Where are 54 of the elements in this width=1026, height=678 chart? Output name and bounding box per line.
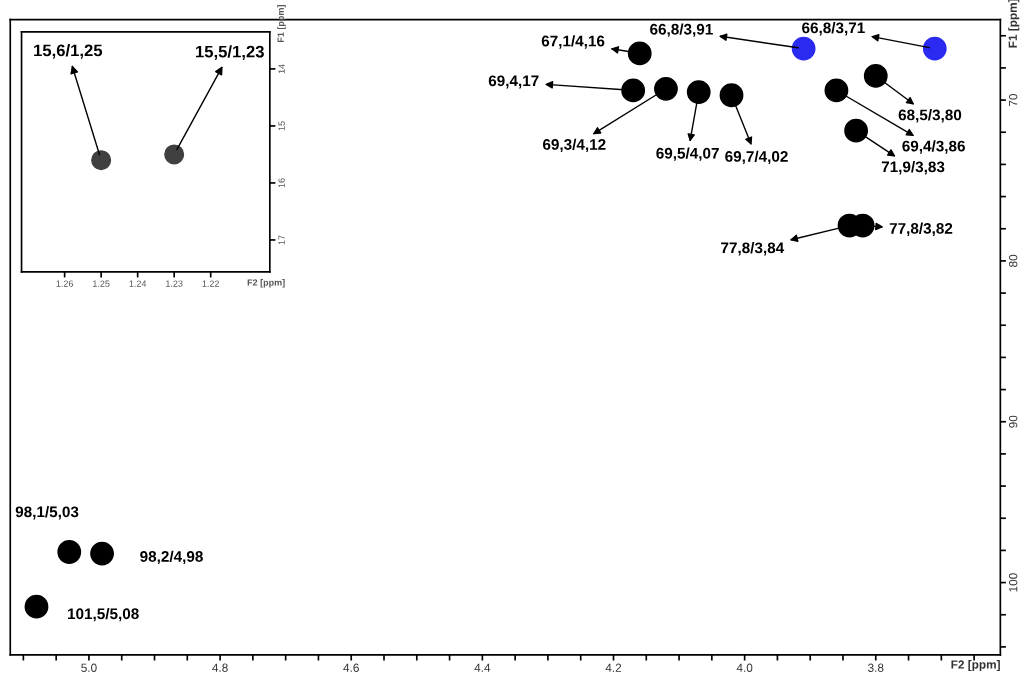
data-label: 69,7/4,02 — [725, 150, 788, 165]
point — [922, 36, 947, 61]
point — [654, 76, 678, 101]
data-label: 69,3/4,12 — [542, 138, 606, 153]
point — [686, 80, 711, 104]
point — [844, 118, 868, 143]
data-label: 15,5/1,23 — [196, 45, 264, 60]
x-tick-label: 4.0 — [736, 663, 753, 672]
y-tick-label: 100 — [1009, 573, 1018, 592]
point — [719, 83, 744, 108]
data-label: 71,9/3,83 — [881, 161, 945, 175]
y-axis-title: F1 [ppm] — [277, 5, 286, 43]
x-tick-label: 3.8 — [868, 663, 884, 672]
data-label: 68,5/3,80 — [898, 109, 962, 123]
x-tick-label: 4.8 — [212, 663, 228, 672]
x-tick-label: 4.2 — [605, 663, 622, 672]
y-tick-label: 70 — [1009, 93, 1018, 107]
data-label: 98,1/5,03 — [15, 506, 79, 520]
y-tick-label: 15 — [278, 121, 285, 131]
data-label: 77,8/3,84 — [721, 242, 785, 256]
data-label: 66,8/3,71 — [802, 22, 865, 36]
x-tick-label: 4.4 — [474, 663, 491, 672]
point — [627, 41, 652, 66]
data-label: 69,4,17 — [488, 75, 539, 89]
point — [90, 541, 114, 566]
x-tick-label: 1.25 — [93, 280, 110, 287]
y-tick-label: 90 — [1009, 415, 1018, 428]
data-label: 98,2/4,98 — [140, 550, 203, 565]
data-label: 69,5/4,07 — [656, 147, 719, 161]
data-label: 77,8/3,82 — [889, 222, 953, 237]
x-tick-label: 5.0 — [81, 663, 97, 672]
point — [621, 78, 646, 103]
y-tick-label: 80 — [1009, 254, 1018, 267]
y-tick-label: 14 — [278, 64, 285, 74]
y-tick-label: 17 — [278, 235, 285, 245]
point — [863, 64, 888, 88]
data-label: 67,1/4,16 — [541, 35, 605, 49]
data-label: 69,4/3,86 — [902, 140, 965, 154]
x-tick-label: 1.24 — [129, 280, 147, 287]
data-label: 15,6/1,25 — [34, 44, 103, 59]
point — [57, 540, 82, 564]
y-axis-title: F1 [ppm] — [1008, 0, 1020, 48]
point — [24, 594, 49, 619]
data-label: 101,5/5,08 — [68, 607, 139, 622]
x-tick-label: 1.26 — [56, 280, 74, 287]
x-tick-label: 1.23 — [166, 280, 183, 287]
point — [824, 78, 849, 103]
x-axis-title: F2 [ppm] — [247, 279, 285, 288]
y-tick-label: 16 — [278, 178, 285, 188]
data-label: 66,8/3,91 — [650, 23, 713, 37]
point — [791, 36, 816, 61]
x-tick-label: 4.6 — [343, 663, 359, 672]
x-tick-label: 1.22 — [202, 280, 220, 287]
x-axis-title: F2 [ppm] — [951, 660, 1000, 672]
